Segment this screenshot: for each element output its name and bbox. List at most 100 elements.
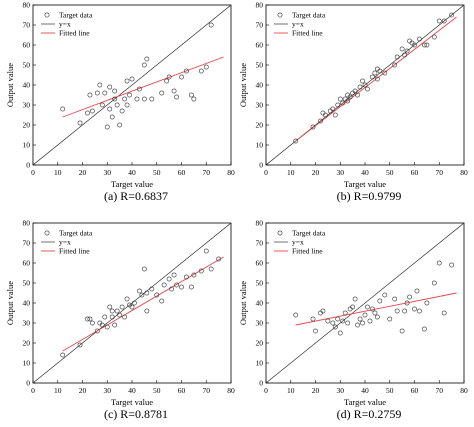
y-tick-label: 50 [23,61,31,70]
data-point [119,304,125,310]
x-tick-label: 60 [411,386,419,395]
x-axis-label: Target value [111,397,153,407]
data-point [370,74,375,80]
legend-marker-target [44,12,50,18]
y-tick-label: 30 [23,101,31,110]
data-point [402,52,407,58]
x-tick-label: 30 [104,168,112,177]
data-point [335,102,341,108]
x-tick-label: 50 [386,386,394,395]
legend-label-identity: y=x [59,238,71,247]
data-point [149,96,155,102]
panel-d: 0 10 20 30 40 50 60 70 80 0 10 20 30 40 50 60 70 80 Target… [238,219,468,408]
y-tick-label: 40 [23,81,31,90]
x-tick-label: 60 [411,168,419,177]
data-point [174,282,179,288]
plot-area [33,5,231,165]
data-point [322,112,328,118]
x-axis-label: Target value [344,179,386,189]
x-tick-label: 30 [337,168,345,177]
data-point [164,78,170,84]
data-point [394,308,400,314]
fitted-line [295,292,457,326]
data-point [154,292,160,298]
legend-label-fitted: Fitted line [59,29,90,38]
data-point [394,54,400,60]
data-point [109,114,115,120]
legend-label-target: Target data [59,229,93,238]
data-point [99,102,105,108]
data-point [365,304,370,310]
caption-b: (b) R=0.9799 [336,189,402,203]
data-point [355,92,360,98]
y-tick-label: 40 [256,81,264,90]
x-tick-label: 20 [79,386,87,395]
data-point [350,304,356,310]
y-tick-label: 30 [256,101,264,110]
x-tick-label: 40 [361,168,369,177]
data-point [370,306,375,312]
data-point [198,68,204,74]
y-tick-label: 70 [256,239,264,248]
data-point [87,92,93,98]
data-point [114,102,120,108]
legend-label-target: Target data [59,11,93,20]
data-point [109,308,115,314]
y-tick-label: 80 [256,1,264,10]
data-point [421,42,427,48]
data-point [372,70,378,76]
data-point [137,86,142,92]
y-tick-label: 60 [256,259,264,268]
data-point [402,308,407,314]
data-point [104,124,110,130]
x-axis-label: Target value [344,397,386,407]
data-point [169,286,174,292]
data-point [424,42,430,48]
data-point [337,96,343,102]
y-tick-label: 0 [259,379,263,388]
y-tick-label: 60 [23,259,31,268]
data-point [112,96,118,102]
data-point [382,70,388,76]
y-tick-label: 70 [23,21,31,30]
x-tick-label: 50 [386,168,394,177]
data-point [345,320,351,326]
data-point [352,88,358,94]
x-tick-label: 80 [227,168,235,177]
y-tick-label: 10 [256,359,264,368]
data-point [166,74,172,80]
data-point [85,316,90,322]
data-point [124,78,130,84]
data-point [104,324,110,330]
y-tick-label: 50 [256,61,264,70]
data-point [161,282,167,288]
data-point [112,88,118,94]
data-point [441,18,447,24]
data-point [134,96,140,102]
data-point [60,352,66,358]
panel-c: 0 10 20 30 40 50 60 70 80 0 10 20 30 40 50 60 70 80 Target… [5,219,235,408]
data-point [127,92,132,98]
x-tick-label: 50 [153,386,161,395]
data-point [320,308,326,314]
y-tick-label: 60 [256,41,264,50]
data-point [382,292,388,298]
data-point [355,322,360,328]
data-point [436,260,442,266]
x-tick-label: 40 [361,386,369,395]
y-tick-label: 20 [23,121,31,130]
data-point [191,96,197,102]
legend-marker-target [277,230,283,236]
legend-label-target: Target data [292,229,326,238]
y-tick-label: 60 [23,41,31,50]
data-point [208,22,214,28]
data-point [107,106,113,112]
y-tick-label: 20 [256,121,264,130]
data-point [313,328,318,334]
data-point [90,320,95,326]
data-point [357,316,363,322]
